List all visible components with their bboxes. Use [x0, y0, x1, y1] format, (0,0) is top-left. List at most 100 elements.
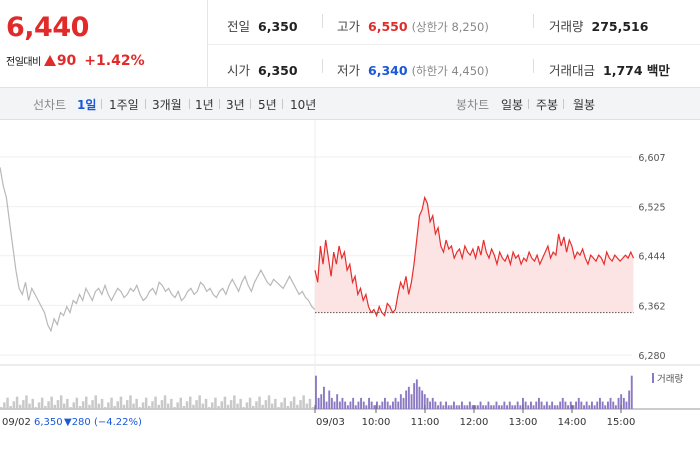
prev-volume-bar [204, 398, 208, 409]
prev-volume-bar [214, 397, 217, 409]
volume-bar [628, 390, 631, 409]
prev-volume-bar [110, 397, 113, 409]
prev-volume-bar [242, 407, 245, 409]
volume-bar [614, 405, 617, 409]
prev-volume-bar [63, 403, 66, 409]
prev-day-change: ▼280 (−4.22%) [64, 417, 142, 428]
tab-5years[interactable]: 5년 [258, 98, 277, 112]
prev-volume-bar [305, 403, 309, 409]
prev-volume-bar [97, 403, 101, 409]
volume-bar [583, 405, 585, 409]
volume-bar [415, 379, 418, 409]
stat-volume: 거래량 275,516 [549, 16, 648, 35]
volume-bar [418, 386, 421, 409]
divider [533, 14, 534, 28]
volume-bar [445, 401, 447, 409]
today-line [314, 195, 635, 318]
volume-bar [320, 394, 323, 409]
volume-bar [434, 401, 437, 409]
divider [528, 99, 529, 109]
tab-3months[interactable]: 3개월 [152, 98, 182, 112]
volume-bar [479, 401, 482, 409]
volume-bar [370, 401, 373, 409]
prev-volume-bar [53, 404, 56, 409]
stat-upper-limit: (상한가 8,250) [411, 20, 489, 34]
volume-bar [476, 405, 479, 409]
tab-1day[interactable]: 1일 [77, 98, 97, 112]
prev-volume-bar [91, 400, 94, 409]
prev-day-series [0, 167, 316, 333]
volume-bar [609, 397, 612, 409]
volume-bar [620, 394, 623, 409]
volume-bar [368, 397, 370, 409]
volume-bar [325, 401, 328, 409]
tab-1year[interactable]: 1년 [195, 98, 214, 112]
stat-open: 시가 6,350 [227, 60, 298, 79]
prev-volume-bar [129, 395, 132, 409]
prev-day-summary: 09/02 6,350 ▼280 (−4.22%) [2, 417, 142, 428]
tab-3years[interactable]: 3년 [226, 98, 245, 112]
prev-volume-bar [302, 395, 305, 409]
volume-bar [360, 397, 362, 409]
volume-bar [447, 405, 450, 409]
volume-legend-label: 거래량 [657, 373, 683, 385]
prev-day-date: 09/02 [2, 417, 31, 428]
tab-daily-candle[interactable]: 일봉 [501, 98, 524, 112]
prev-volume-bar [211, 402, 214, 409]
prev-volume-bar [28, 403, 31, 409]
volume-bar [376, 401, 378, 409]
prev-volume-bar [226, 404, 230, 409]
y-tick-label: 6,280 [638, 351, 665, 362]
quote-header: 6,440 전일대비 90 +1.42% 전일 6,350 고가 6,550 (상한가 8… [0, 0, 700, 88]
prev-volume-bar [280, 402, 283, 409]
prev-volume-bar [9, 406, 12, 409]
volume-bar [468, 401, 471, 409]
volume-bar [553, 405, 556, 409]
volume-bar [500, 405, 503, 409]
prev-volume-bar [59, 395, 63, 409]
volume-bar [315, 375, 317, 409]
volume-bar [530, 401, 532, 409]
prev-volume-bar [107, 402, 110, 409]
volume-bar [545, 401, 548, 409]
prev-volume-bar [233, 395, 236, 409]
prev-volume-bar [22, 400, 25, 409]
tab-10years[interactable]: 10년 [290, 98, 317, 112]
tab-weekly-candle[interactable]: 주봉 [536, 98, 559, 112]
prev-volume-bar [270, 403, 274, 409]
prev-volume-bar [34, 407, 38, 409]
volume-bar [482, 405, 485, 409]
volume-bar [402, 397, 405, 409]
prev-volume-bar [6, 397, 9, 409]
volume-bar [458, 405, 461, 409]
prev-volume-bar [179, 397, 182, 409]
volume-bar [362, 401, 365, 409]
volume-bar [381, 401, 384, 409]
prev-volume-bar [195, 400, 198, 409]
prev-volume-bar [192, 404, 195, 409]
divider [219, 99, 220, 109]
price-box: 6,440 전일대비 90 +1.42% [0, 0, 208, 88]
prev-volume-bar [94, 395, 97, 409]
prev-volume-bar [248, 397, 252, 409]
tab-1week[interactable]: 1주일 [109, 98, 139, 112]
up-triangle-icon [43, 55, 56, 66]
prev-volume-bar [274, 398, 277, 409]
volume-bar [410, 394, 413, 409]
tab-monthly-candle[interactable]: 월봉 [573, 98, 596, 112]
prev-volume-bar [138, 407, 142, 409]
prev-volume-bar [217, 406, 220, 409]
volume-bar [386, 401, 389, 409]
volume-bar [625, 401, 628, 409]
divider [250, 99, 251, 109]
prev-volume-bar [201, 403, 205, 409]
volume-bar [580, 401, 583, 409]
prev-volume-bar [154, 396, 157, 409]
prev-volume-bar [78, 406, 82, 409]
volume-bar [378, 405, 381, 409]
stat-label: 거래대금 [549, 63, 596, 78]
prev-volume-bar [148, 406, 151, 409]
volume-bar [431, 397, 434, 409]
price-chart[interactable]: 6,607 6,525 6,444 6,362 6,280 09/03 10:00 11:0… [0, 120, 700, 450]
divider [533, 59, 534, 73]
